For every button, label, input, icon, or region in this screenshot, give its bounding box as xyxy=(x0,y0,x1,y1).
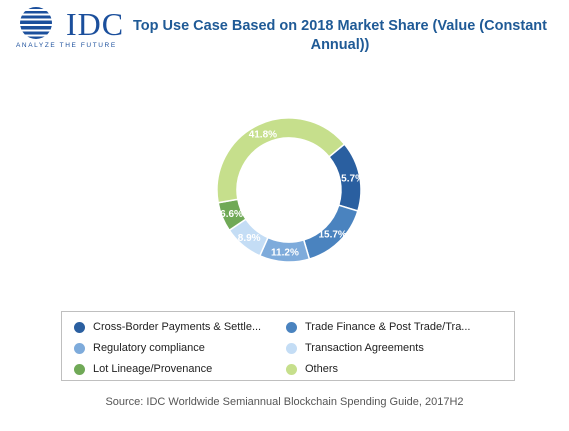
donut-slice xyxy=(216,117,346,204)
legend-item[interactable]: Others xyxy=(286,362,338,376)
data-label: 6.6% xyxy=(220,209,243,220)
legend-swatch xyxy=(74,342,85,354)
legend-label: Cross-Border Payments & Settle... xyxy=(93,321,262,333)
globe-icon xyxy=(20,7,52,39)
legend-label: Trade Finance & Post Trade/Tra... xyxy=(305,321,471,333)
legend-swatch xyxy=(286,342,297,354)
donut-chart: 15.7% 15.7% 11.2% 8.9% 6.6% 41.8% xyxy=(216,117,364,262)
source-note: Source: IDC Worldwide Semiannual Blockch… xyxy=(105,396,464,408)
legend-label: Lot Lineage/Provenance xyxy=(93,363,213,375)
logo-brand: IDC xyxy=(66,6,125,42)
legend-item[interactable]: Transaction Agreements xyxy=(286,341,424,355)
legend-item[interactable]: Regulatory compliance xyxy=(74,341,205,355)
legend-item[interactable]: Trade Finance & Post Trade/Tra... xyxy=(286,320,470,334)
data-label: 15.7% xyxy=(318,230,346,241)
legend-label: Others xyxy=(305,363,339,375)
idc-logo: IDC ANALYZE THE FUTURE xyxy=(14,6,124,52)
data-label: 8.9% xyxy=(238,233,261,244)
chart-title: Top Use Case Based on 2018 Market Share … xyxy=(133,18,547,53)
logo-tagline: ANALYZE THE FUTURE xyxy=(16,42,117,49)
legend-swatch xyxy=(286,363,297,375)
legend-item[interactable]: Lot Lineage/Provenance xyxy=(74,362,212,376)
legend-swatch xyxy=(286,321,297,333)
legend-item[interactable]: Cross-Border Payments & Settle... xyxy=(74,320,261,334)
legend-label: Regulatory compliance xyxy=(93,342,205,354)
legend-swatch xyxy=(74,321,85,333)
chart-legend: Cross-Border Payments & Settle... Trade F… xyxy=(61,311,515,381)
data-label: 15.7% xyxy=(336,173,364,184)
legend-label: Transaction Agreements xyxy=(305,342,424,354)
data-label: 41.8% xyxy=(249,129,277,140)
data-label: 11.2% xyxy=(271,247,299,258)
legend-swatch xyxy=(74,363,85,375)
